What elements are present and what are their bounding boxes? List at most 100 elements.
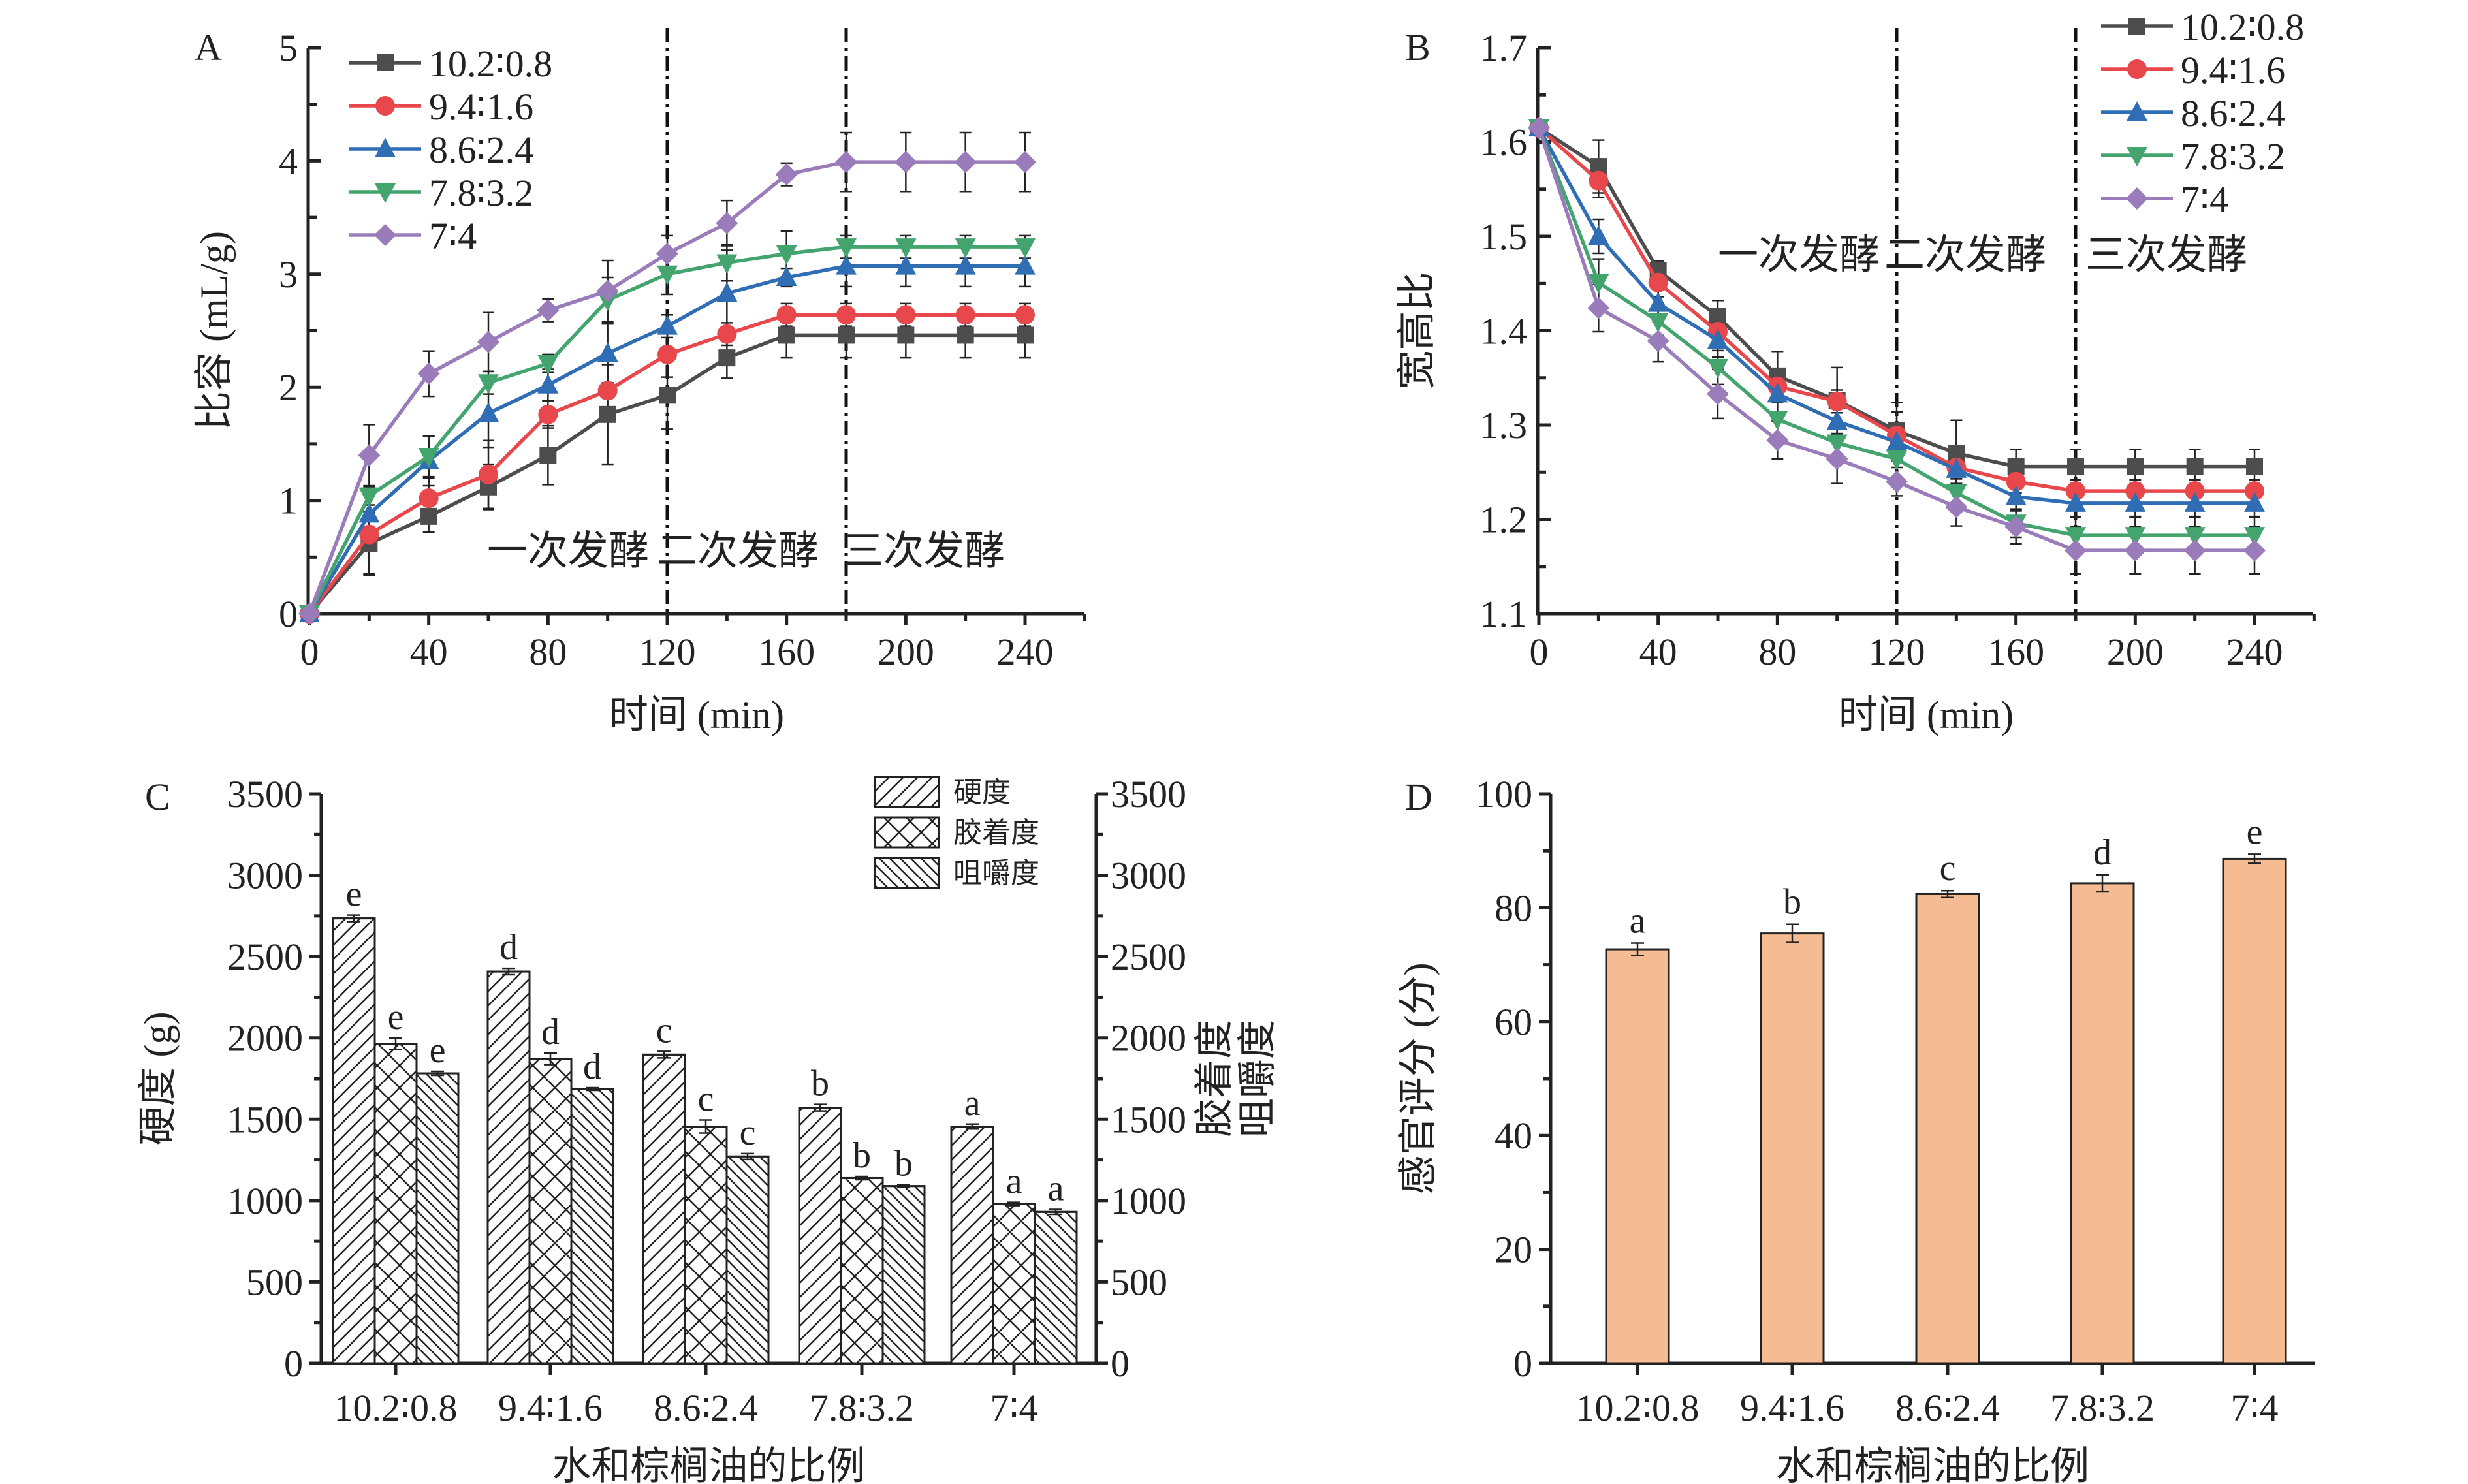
data-point [1826, 448, 1848, 471]
y-tick-label: 2 [279, 366, 298, 409]
data-point [537, 299, 560, 322]
data-point [1588, 225, 1609, 245]
significance-letter: d [499, 927, 518, 968]
legend-label: 7.8∶3.2 [2181, 135, 2285, 178]
legend-marker [374, 224, 396, 246]
data-point [776, 245, 797, 265]
y-right-tick-label: 3000 [1111, 855, 1186, 897]
x-tick-label: 240 [2226, 631, 2283, 673]
x-tick-label: 8.6∶2.4 [654, 1387, 758, 1429]
data-point [1588, 274, 1609, 294]
series-3 [363, 230, 1031, 506]
panel-c-texture-bar-chart: 0 0 500 500 1000 1000 1500 1500 2000 2000 2500 2500… [136, 773, 1279, 1484]
significance-letter: e [2247, 812, 2263, 852]
series-line-group-3 [1528, 119, 2265, 547]
data-point [1886, 431, 1907, 451]
error-bar [814, 1103, 827, 1112]
bar [798, 1107, 842, 1365]
data-point [537, 373, 559, 394]
legend-label: 7∶4 [2181, 178, 2228, 221]
y-tick-label: 1.4 [1480, 310, 1528, 353]
data-point [1647, 292, 1669, 312]
legend-marker [2127, 147, 2147, 166]
y-tick-label: 3000 [227, 855, 303, 897]
data-point [657, 315, 678, 335]
data-point [478, 374, 499, 394]
data-point [418, 447, 439, 467]
data-point [1707, 383, 1729, 405]
y-tick-label: 1500 [227, 1098, 303, 1141]
significance-letter: b [1783, 882, 1801, 923]
x-axis-label: 水和棕榈油的比例 [552, 1445, 866, 1484]
x-tick-label: 40 [1639, 631, 1677, 673]
legend-swatch [874, 776, 940, 808]
legend-label: 咀嚼度 [953, 857, 1039, 889]
legend-label: 7.8∶3.2 [429, 172, 533, 214]
data-point [955, 305, 975, 325]
bar [1605, 948, 1670, 1365]
data-point [2005, 485, 2027, 505]
data-point [1767, 383, 1788, 403]
y-tick-label: 1.6 [1480, 121, 1528, 164]
y-tick-label: 0 [284, 1342, 303, 1385]
error-bar [544, 1052, 557, 1066]
panel-label-d: D [1405, 776, 1432, 818]
y-tick-label: 0 [279, 593, 298, 635]
error-bar [657, 1050, 671, 1059]
significance-letter: c [656, 1010, 672, 1050]
x-axis-label: 时间 (min) [609, 693, 784, 736]
data-point [836, 238, 857, 259]
data-point [477, 330, 499, 353]
bar [684, 1125, 728, 1365]
y-tick-label: 1.3 [1480, 404, 1528, 447]
data-point [835, 151, 857, 174]
bar [2222, 857, 2287, 1365]
data-point [1766, 429, 1789, 452]
significance-letter: e [430, 1030, 446, 1071]
x-tick-label: 160 [1987, 631, 2044, 673]
error-bar [855, 1175, 868, 1181]
data-point [1648, 272, 1668, 292]
bar [570, 1088, 614, 1365]
data-point [954, 151, 977, 174]
x-tick-label: 10.2∶0.8 [1575, 1387, 1699, 1429]
x-tick-label: 200 [878, 631, 934, 673]
x-tick-label: 7.8∶3.2 [2050, 1387, 2155, 1429]
y-tick-label: 40 [1495, 1114, 1532, 1157]
data-point [1946, 484, 1967, 505]
data-point [2186, 458, 2204, 475]
bar-series-2: e d c b a [415, 1030, 1078, 1365]
y-axis-label: 比容 (mL/g) [193, 231, 236, 430]
y-right-axis-label: 胶着度 [1193, 1020, 1236, 1137]
data-point [478, 402, 499, 422]
legend-swatch [874, 857, 940, 889]
significance-letter: c [698, 1079, 714, 1120]
legend-marker [2128, 18, 2145, 35]
error-bar [1941, 889, 1954, 898]
y-tick-label: 5 [279, 27, 298, 69]
data-point [1647, 313, 1669, 333]
significance-letter: d [541, 1012, 560, 1052]
y-tick-label: 2500 [227, 936, 303, 978]
data-point [2004, 516, 2027, 539]
x-tick-label: 40 [410, 631, 448, 673]
data-point [2006, 471, 2026, 492]
significance-letter: e [346, 874, 362, 915]
data-point [776, 266, 797, 287]
bar [992, 1203, 1036, 1365]
data-point [1589, 170, 1609, 191]
x-tick-label: 9.4∶1.6 [1740, 1387, 1844, 1429]
bar [528, 1058, 573, 1365]
data-point [1707, 358, 1728, 379]
data-point [955, 255, 976, 275]
error-bar [586, 1086, 599, 1092]
y-tick-label: 3 [279, 253, 298, 296]
x-tick-label: 7.8∶3.2 [810, 1387, 914, 1429]
x-tick-label: 120 [639, 631, 696, 673]
data-point [1767, 411, 1788, 431]
y-tick-label: 1.5 [1480, 215, 1528, 258]
data-point [716, 282, 738, 302]
data-point [358, 487, 380, 507]
error-bar [699, 1119, 712, 1134]
data-point [776, 305, 797, 325]
